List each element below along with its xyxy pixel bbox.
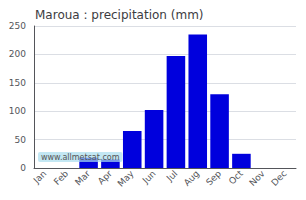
svg-text:May: May — [116, 168, 137, 189]
svg-text:Aug: Aug — [182, 168, 201, 187]
svg-text:Oct: Oct — [227, 168, 245, 186]
svg-text:Maroua : precipitation (mm): Maroua : precipitation (mm) — [35, 8, 204, 22]
svg-text:Sep: Sep — [204, 168, 223, 187]
svg-text:Apr: Apr — [96, 168, 114, 186]
svg-text:Nov: Nov — [247, 168, 267, 188]
svg-text:Feb: Feb — [52, 168, 71, 187]
svg-text:Mar: Mar — [73, 168, 92, 187]
svg-text:150: 150 — [9, 78, 26, 88]
svg-text:250: 250 — [9, 21, 26, 31]
svg-text:100: 100 — [9, 106, 26, 116]
svg-text:Jun: Jun — [140, 168, 158, 186]
svg-text:Jul: Jul — [164, 168, 179, 183]
svg-text:Dec: Dec — [269, 168, 288, 187]
svg-text:www.allmetsat.com: www.allmetsat.com — [41, 153, 120, 162]
svg-text:200: 200 — [9, 49, 26, 59]
svg-text:50: 50 — [15, 135, 27, 145]
svg-text:0: 0 — [20, 163, 26, 173]
svg-text:Jan: Jan — [31, 168, 49, 186]
